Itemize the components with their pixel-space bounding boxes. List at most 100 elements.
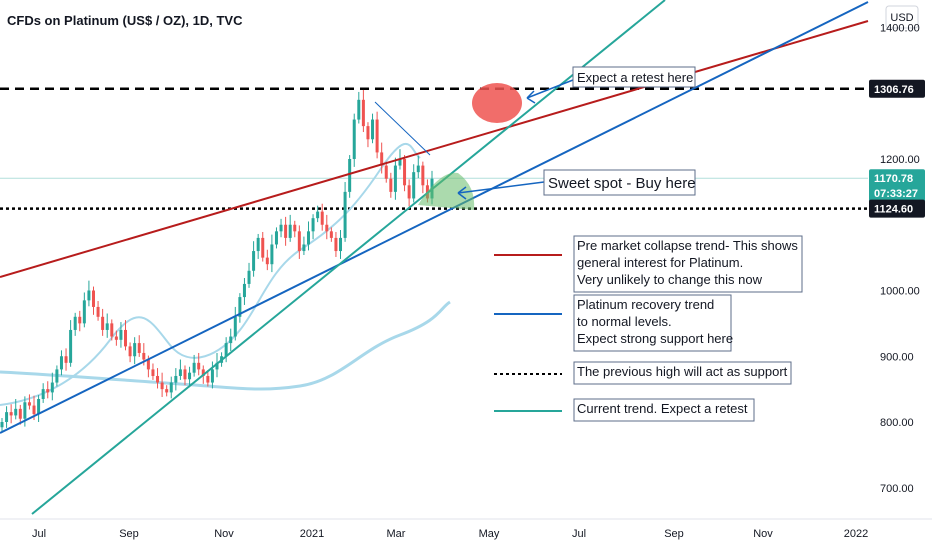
price-badge — [869, 169, 925, 188]
candle-body — [32, 405, 36, 415]
candle-body — [371, 119, 375, 140]
candle-body — [142, 352, 146, 360]
candle-body — [151, 369, 155, 376]
candle-body — [73, 316, 77, 330]
candle-body — [169, 382, 173, 393]
candle-body — [160, 382, 164, 390]
candle-body — [325, 224, 329, 232]
legend-text: The previous high will act as support — [577, 364, 788, 379]
sweet-spot-arrow — [457, 181, 545, 200]
retest-zone-ellipse — [472, 83, 522, 123]
candle-body — [64, 356, 68, 363]
legend-box — [573, 361, 792, 385]
candle-body — [380, 152, 384, 166]
candle-body — [137, 343, 141, 353]
candle-body — [302, 244, 306, 252]
legend-text: to normal levels. — [577, 314, 672, 329]
candle-body — [101, 316, 105, 330]
candle-body — [348, 159, 352, 192]
x-axis-ticks: Jul Sep Nov 2021 Mar May Jul Sep Nov 2022 — [32, 528, 868, 540]
price-badges: 1306.76 1170.78 07:33:27 1124.60 — [869, 79, 925, 218]
candle-body — [229, 336, 233, 344]
x-tick-label: Sep — [664, 528, 684, 540]
candle-body — [69, 329, 73, 363]
candle-body — [188, 372, 192, 380]
candle-body — [124, 329, 128, 347]
candle-body — [279, 224, 283, 232]
price-badge-text: 1124.60 — [874, 204, 913, 216]
candle-body — [311, 218, 315, 232]
y-tick-label: 1400.00 — [880, 23, 920, 35]
y-tick-label: 700.00 — [880, 483, 914, 495]
candle-body — [82, 300, 86, 324]
x-tick-label: Jul — [32, 528, 46, 540]
candle-body — [146, 359, 150, 370]
red-trend-line — [0, 20, 869, 278]
candle-body — [206, 375, 210, 383]
candle-body — [384, 165, 388, 179]
price-badge — [869, 184, 925, 203]
candle-body — [233, 316, 237, 337]
candle-body — [361, 99, 365, 127]
candle-body — [274, 231, 278, 245]
sweet-spot-callout-text: Sweet spot - Buy here — [548, 175, 696, 192]
x-tick-label: May — [479, 528, 500, 540]
candle-body — [96, 306, 100, 317]
candle-body — [55, 369, 59, 383]
x-tick-label: Mar — [387, 528, 406, 540]
candle-body — [183, 369, 187, 380]
candle-body — [23, 402, 27, 419]
candle-body — [165, 389, 169, 393]
legend-text: Pre market collapse trend- This shows — [577, 238, 798, 253]
candle-body — [59, 356, 63, 370]
currency-label: USD — [890, 12, 913, 24]
x-tick-label: Sep — [119, 528, 139, 540]
legend: Pre market collapse trend- This shows gen… — [494, 235, 803, 422]
candle-body — [9, 412, 13, 416]
legend-text: Very unlikely to change this now — [577, 272, 763, 287]
candle-body — [27, 402, 31, 406]
candle-body — [238, 297, 242, 317]
candle-body — [87, 290, 91, 301]
candle-body — [128, 346, 132, 357]
currency-button[interactable]: USD — [885, 5, 919, 29]
candle-body — [46, 389, 50, 393]
y-tick-label: 900.00 — [880, 351, 914, 363]
candle-body — [14, 408, 18, 416]
candle-body — [252, 251, 256, 271]
candle-body — [215, 362, 219, 370]
candle-body — [393, 165, 397, 192]
legend-text: general interest for Platinum. — [577, 255, 743, 270]
candle-body — [352, 119, 356, 159]
candle-body — [78, 316, 82, 324]
candle-body — [178, 369, 182, 376]
legend-text: Platinum recovery trend — [577, 297, 714, 312]
ma-short — [0, 143, 421, 406]
candle-body — [357, 99, 361, 120]
price-badge-text: 1170.78 — [874, 173, 913, 185]
x-tick-label: Nov — [753, 528, 773, 540]
candle-body — [293, 224, 297, 232]
y-tick-label: 1000.00 — [880, 286, 920, 298]
price-badge-text: 07:33:27 — [874, 188, 918, 200]
x-tick-label: Nov — [214, 528, 234, 540]
candle-body — [18, 408, 22, 419]
candle-body — [284, 224, 288, 238]
candle-body — [416, 165, 420, 173]
candle-body — [375, 119, 379, 153]
annotation-shapes — [418, 79, 574, 210]
candle-body — [156, 375, 160, 383]
x-tick-label: 2021 — [300, 528, 324, 540]
candle-body — [412, 172, 416, 199]
x-tick-label: Jul — [572, 528, 586, 540]
candle-body — [339, 237, 343, 252]
retest-arrow — [526, 79, 574, 104]
candle-body — [306, 231, 310, 245]
candle-body — [224, 343, 228, 357]
candle-body — [398, 159, 402, 166]
candle-body — [119, 329, 123, 340]
candle-body — [192, 362, 196, 373]
price-badge — [869, 199, 925, 218]
candle-body — [407, 185, 411, 199]
y-axis-ticks: 1400.00 1200.00 1000.00 900.00 800.00 700.00 — [880, 23, 920, 495]
